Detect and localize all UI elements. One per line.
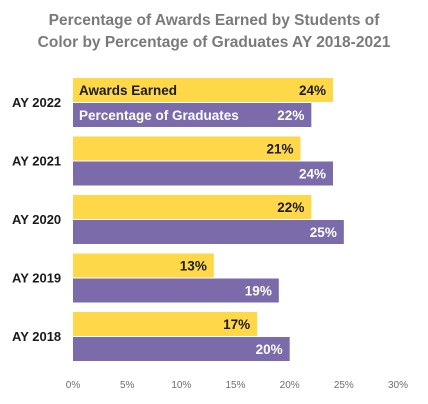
data-label-percentage-of-graduates-ay-2019: 19% [245,284,272,299]
x-tick-label-25: 25% [334,380,354,391]
x-tick-label-30: 30% [388,380,408,391]
bar-awards-earned-ay-2021 [73,136,301,161]
category-labels: AY 2022 AY 2021 AY 2020 AY 2019 AY 2018 [12,95,61,344]
x-tick-label-10: 10% [171,380,191,391]
x-tick-label-15: 15% [225,380,245,391]
legend-entry-awards-earned: Awards Earned [79,83,177,98]
bars-group: 24% Awards Earned 22% Percentage of Graduat… [73,78,344,361]
data-label-awards-earned-ay-2018: 17% [223,317,250,332]
category-label-ay-2022: AY 2022 [12,95,61,110]
data-label-awards-earned-ay-2020: 22% [277,200,304,215]
category-label-ay-2018: AY 2018 [12,329,61,344]
data-label-percentage-of-graduates-ay-2021: 24% [299,167,326,182]
chart-title: Percentage of Awards Earned by Students … [0,10,428,54]
bar-awards-earned-ay-2019 [73,253,214,278]
data-label-percentage-of-graduates-ay-2022: 22% [277,108,304,123]
category-label-ay-2020: AY 2020 [12,212,61,227]
x-tick-label-5: 5% [120,380,135,391]
bar-awards-earned-ay-2020 [73,195,312,219]
category-label-ay-2021: AY 2021 [12,154,61,169]
chart-title-line-2: Color by Percentage of Graduates AY 2018… [37,34,391,51]
chart-title-line-1: Percentage of Awards Earned by Students … [48,12,380,29]
bar-awards-earned-ay-2022 [73,78,333,102]
bar-percentage-of-graduates-ay-2019 [73,278,279,303]
x-axis-ticks: 0% 5% 10% 15% 20% 25% 30% [66,380,408,391]
bar-percentage-of-graduates-ay-2022 [73,103,312,127]
x-tick-label-20: 20% [280,380,300,391]
data-label-percentage-of-graduates-ay-2018: 20% [256,342,283,357]
data-label-percentage-of-graduates-ay-2020: 25% [310,225,337,240]
data-label-awards-earned-ay-2021: 21% [266,142,293,157]
legend-entry-percentage-of-graduates: Percentage of Graduates [79,108,239,123]
category-label-ay-2019: AY 2019 [12,271,61,286]
bar-percentage-of-graduates-ay-2020 [73,220,344,244]
x-tick-label-0: 0% [66,380,81,391]
bar-percentage-of-graduates-ay-2018 [73,337,290,361]
bar-percentage-of-graduates-ay-2021 [73,161,333,186]
data-label-awards-earned-ay-2019: 13% [180,259,207,274]
bar-awards-earned-ay-2018 [73,312,258,336]
data-label-awards-earned-ay-2022: 24% [299,83,326,98]
